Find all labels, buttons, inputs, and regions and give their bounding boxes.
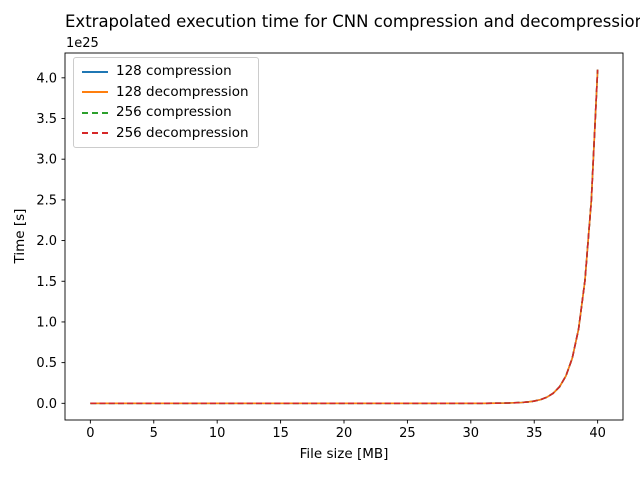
y-tick-label: 4.0 <box>36 71 57 86</box>
x-tick-label: 20 <box>336 426 353 441</box>
y-tick-label: 1.5 <box>36 275 57 290</box>
x-tick-label: 15 <box>272 426 289 441</box>
x-tick-label: 25 <box>399 426 416 441</box>
legend: 128 compression 128 decompression 256 comp… <box>73 57 259 149</box>
x-axis-label: File size [MB] <box>299 446 389 462</box>
legend-label: 256 compression <box>116 104 232 121</box>
y-tick-label: 3.5 <box>36 112 57 127</box>
y-axis-label: Time [s] <box>12 208 28 264</box>
x-tick-label: 30 <box>463 426 480 441</box>
legend-line-sample <box>82 132 108 135</box>
legend-label: 128 compression <box>116 63 232 79</box>
series-line-256-decompression <box>90 69 599 405</box>
y-tick-label: 2.0 <box>36 234 57 249</box>
legend-label: 256 decompression <box>116 124 249 141</box>
y-tick-label: 0.0 <box>36 397 57 412</box>
y-tick-label: 2.5 <box>36 193 57 208</box>
axes: 0 5 10 15 20 25 30 35 40 0.0 0.5 1.0 1.5 2.0 2.5 3.0 3.5… <box>36 52 624 441</box>
legend-item: 128 compression <box>82 63 249 80</box>
legend-line-sample <box>82 111 108 114</box>
y-tick-label: 3.0 <box>36 153 57 168</box>
y-axis-offset-label: 1e25 <box>66 36 99 51</box>
legend-line-sample <box>82 91 108 94</box>
x-tick-label: 40 <box>589 426 606 441</box>
legend-line-sample <box>82 70 108 73</box>
legend-item: 256 decompression <box>82 124 249 142</box>
legend-item: 256 compression <box>82 105 249 121</box>
legend-label: 128 decompression <box>116 83 249 100</box>
y-tick-label: 1.0 <box>36 315 57 330</box>
series-lines <box>90 69 599 405</box>
y-tick-label: 0.5 <box>36 356 57 371</box>
chart-title: Extrapolated execution time for CNN comp… <box>65 12 640 31</box>
x-tick-label: 0 <box>86 426 94 441</box>
x-tick-label: 10 <box>209 426 226 441</box>
x-tick-label: 35 <box>526 426 543 441</box>
legend-item: 128 decompression <box>82 83 249 101</box>
x-tick-label: 5 <box>150 426 158 441</box>
